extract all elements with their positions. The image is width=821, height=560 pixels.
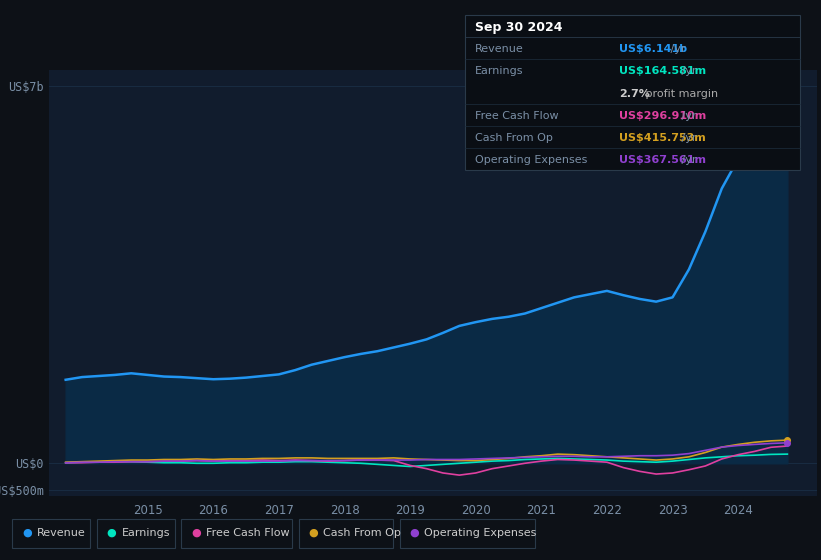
Text: Revenue: Revenue [475,44,524,54]
Text: ●: ● [22,528,32,538]
Text: US$367.561m: US$367.561m [619,155,706,165]
Text: Operating Expenses: Operating Expenses [424,528,537,538]
Text: Free Cash Flow: Free Cash Flow [475,111,558,121]
Text: US$296.910m: US$296.910m [619,111,706,121]
Text: US$6.141b: US$6.141b [619,44,687,54]
Text: Operating Expenses: Operating Expenses [475,155,587,165]
Text: Revenue: Revenue [37,528,85,538]
Text: ●: ● [410,528,420,538]
Text: US$164.581m: US$164.581m [619,67,706,77]
Text: /yr: /yr [678,67,696,77]
Text: /yr: /yr [667,44,686,54]
Text: Free Cash Flow: Free Cash Flow [206,528,290,538]
Text: /yr: /yr [678,155,696,165]
Text: ●: ● [191,528,201,538]
Text: profit margin: profit margin [642,88,718,99]
Text: Sep 30 2024: Sep 30 2024 [475,21,562,34]
Text: Earnings: Earnings [122,528,170,538]
Text: Cash From Op: Cash From Op [475,133,553,143]
Text: ●: ● [309,528,319,538]
Text: ●: ● [107,528,117,538]
Text: Cash From Op: Cash From Op [323,528,401,538]
Text: US$415.753m: US$415.753m [619,133,706,143]
Text: /yr: /yr [678,133,696,143]
Text: Earnings: Earnings [475,67,523,77]
Text: 2.7%: 2.7% [619,88,650,99]
Text: /yr: /yr [678,111,696,121]
